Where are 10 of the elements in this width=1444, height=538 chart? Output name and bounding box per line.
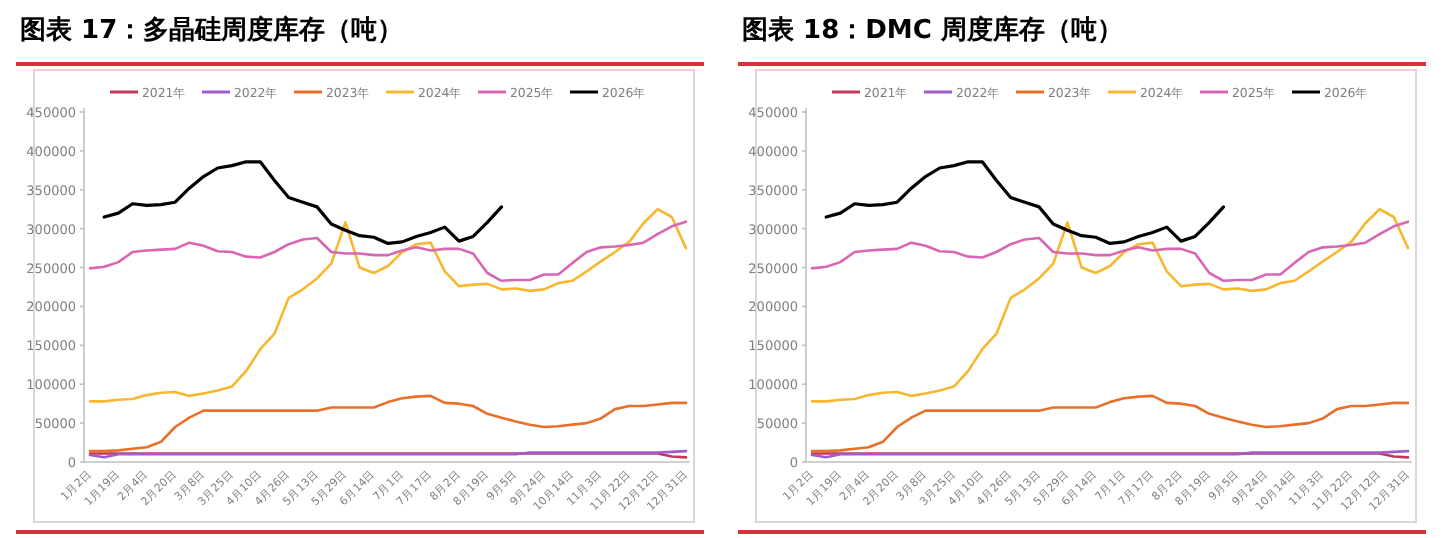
line-series <box>810 394 1410 453</box>
chart-title: 图表 17：多晶硅周度库存（吨） <box>20 14 404 46</box>
line-series <box>88 220 688 283</box>
line-series <box>810 220 1410 283</box>
line-series <box>88 207 688 403</box>
line-series <box>824 160 1226 246</box>
line-series <box>102 160 504 246</box>
chart-title: 图表 18：DMC 周度库存（吨） <box>742 14 1123 46</box>
line-series <box>88 394 688 453</box>
line-series <box>810 207 1410 403</box>
